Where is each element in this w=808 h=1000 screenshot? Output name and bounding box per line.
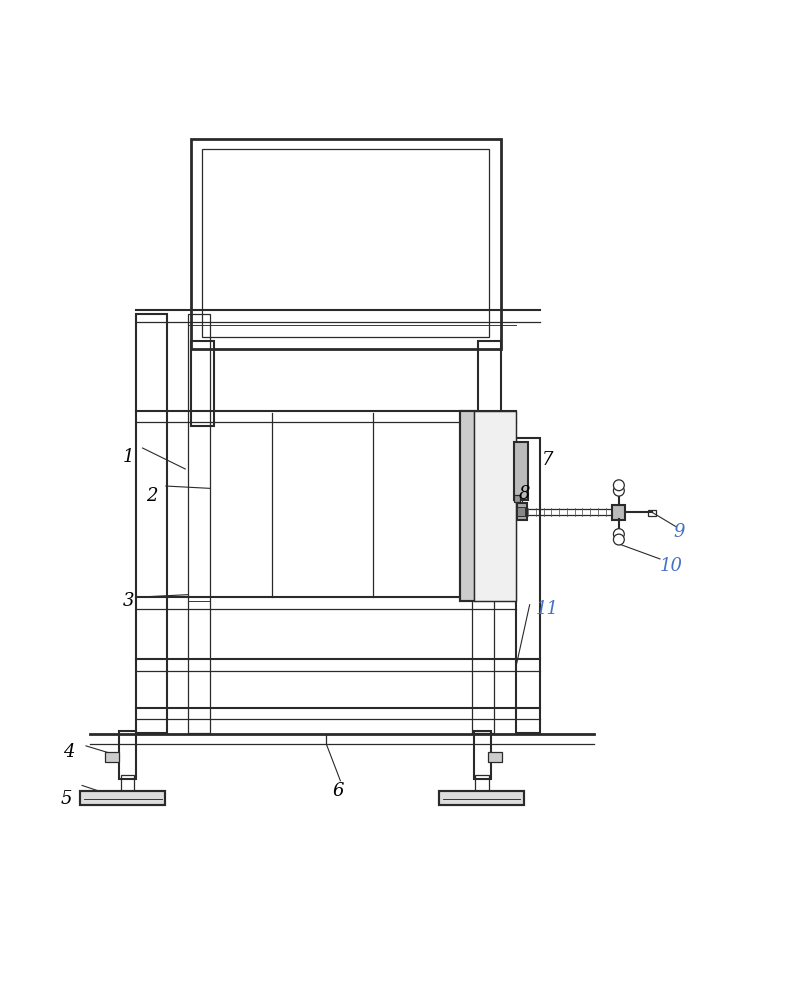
Text: 9: 9 bbox=[674, 523, 685, 541]
Bar bbox=[188, 314, 210, 733]
Text: 4: 4 bbox=[63, 743, 74, 761]
Bar bbox=[80, 791, 165, 805]
Text: 3: 3 bbox=[123, 592, 134, 610]
Bar bbox=[516, 438, 540, 733]
Text: 6: 6 bbox=[332, 782, 344, 800]
Bar bbox=[648, 510, 656, 516]
Bar bbox=[473, 731, 491, 779]
Bar bbox=[514, 495, 520, 502]
Circle shape bbox=[613, 485, 625, 496]
Bar bbox=[105, 752, 120, 762]
Text: 7: 7 bbox=[541, 451, 553, 469]
Bar bbox=[460, 411, 475, 601]
Bar bbox=[439, 791, 524, 805]
Bar bbox=[517, 503, 527, 520]
Bar bbox=[472, 438, 494, 733]
Circle shape bbox=[613, 480, 625, 491]
Circle shape bbox=[613, 529, 625, 540]
Text: 1: 1 bbox=[123, 448, 134, 466]
Text: 11: 11 bbox=[536, 600, 559, 618]
Bar bbox=[121, 775, 134, 791]
Bar bbox=[120, 731, 137, 779]
Bar bbox=[475, 775, 489, 791]
Circle shape bbox=[613, 534, 625, 545]
Text: 5: 5 bbox=[61, 790, 73, 808]
Bar bbox=[488, 752, 502, 762]
Bar bbox=[514, 442, 528, 500]
Bar bbox=[439, 791, 524, 805]
Bar bbox=[137, 314, 167, 733]
Text: 10: 10 bbox=[660, 557, 683, 575]
Bar bbox=[460, 411, 475, 601]
Bar bbox=[202, 149, 490, 337]
Text: 2: 2 bbox=[146, 487, 158, 505]
Bar bbox=[473, 411, 516, 601]
Bar bbox=[191, 139, 501, 349]
Bar bbox=[517, 507, 525, 516]
Bar bbox=[191, 341, 214, 426]
Bar bbox=[80, 791, 165, 805]
Bar bbox=[612, 505, 625, 520]
Text: 8: 8 bbox=[519, 485, 530, 503]
Bar bbox=[473, 411, 516, 601]
Bar bbox=[478, 341, 501, 426]
